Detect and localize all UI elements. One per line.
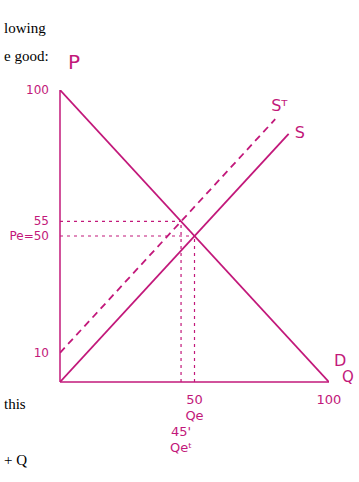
svg-text:50: 50 [186, 392, 203, 407]
svg-text:55: 55 [34, 214, 49, 228]
svg-text:D: D [334, 351, 346, 370]
svg-text:S: S [295, 123, 305, 142]
html-text:e good:: e good: [4, 48, 49, 64]
svg-text:45': 45' [171, 424, 191, 439]
html-text:lowing: lowing [4, 20, 46, 36]
svg-text:Qeᵗ: Qeᵗ [170, 440, 192, 455]
svg-text:Sᵀ: Sᵀ [271, 96, 288, 115]
html-text:+ Q: + Q [4, 452, 27, 468]
svg-text:Qe: Qe [185, 408, 203, 423]
svg-text:100: 100 [317, 392, 342, 407]
html-text:this: this [4, 396, 26, 412]
svg-text:Pe=50: Pe=50 [9, 229, 49, 243]
svg-text:10: 10 [34, 346, 49, 360]
svg-text:100: 100 [26, 83, 49, 97]
html-text:P: P [68, 50, 81, 74]
html-text:Q: Q [342, 368, 354, 386]
